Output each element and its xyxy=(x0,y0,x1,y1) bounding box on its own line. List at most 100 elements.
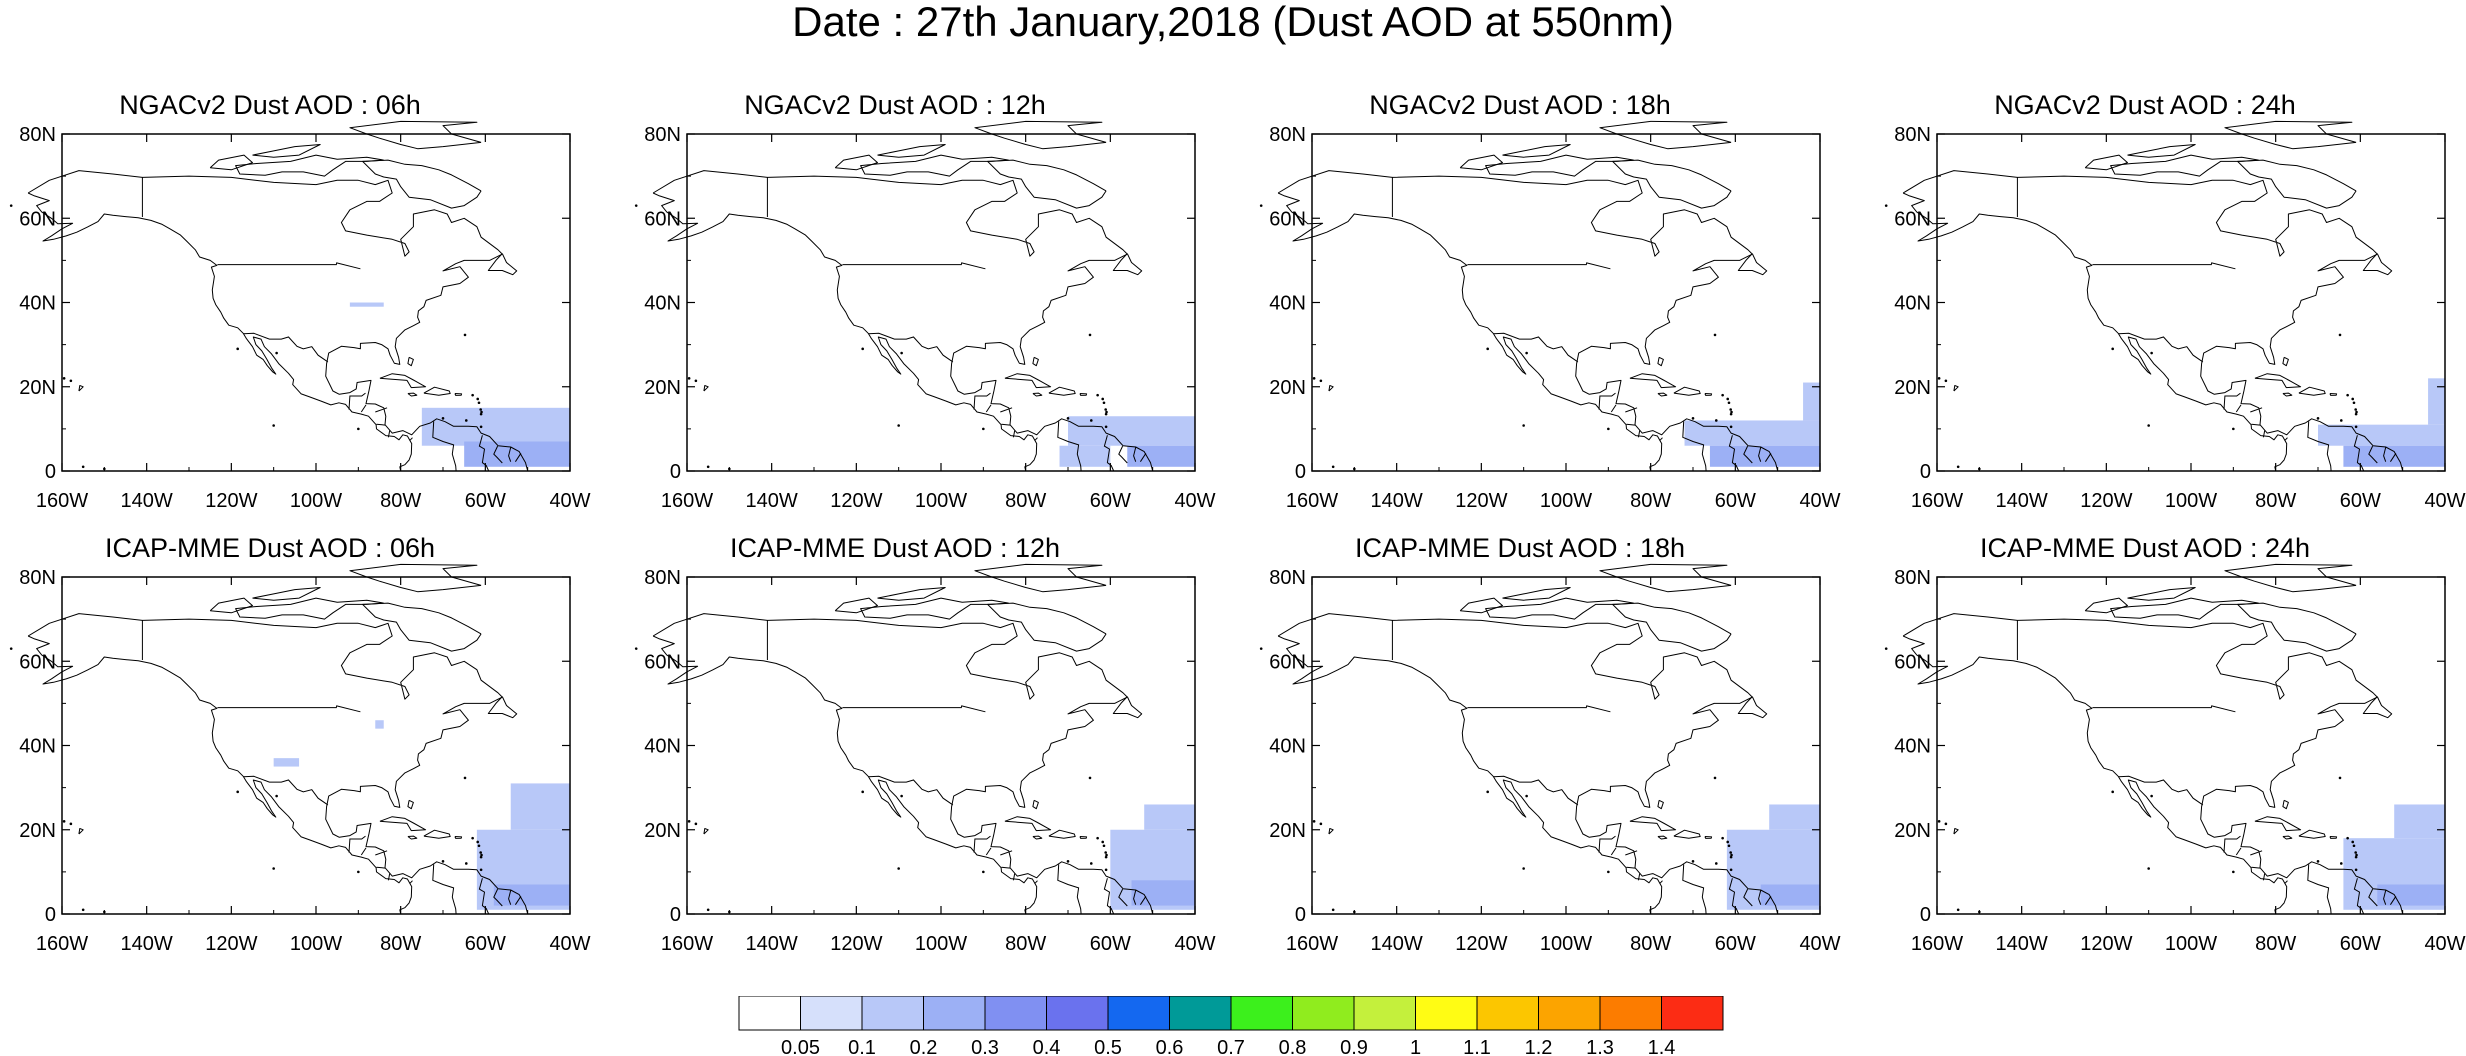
country-border xyxy=(1103,878,1115,915)
island xyxy=(479,412,483,416)
x-tick-label: 120W xyxy=(1455,933,1507,955)
coastline xyxy=(235,154,384,177)
island xyxy=(1729,868,1733,872)
dust-aod-cell xyxy=(1769,804,1820,830)
island xyxy=(1937,820,1941,823)
coastline xyxy=(407,356,414,367)
island xyxy=(1104,851,1107,854)
country-border xyxy=(1625,407,1638,413)
coastline xyxy=(27,192,413,472)
island xyxy=(1727,844,1731,848)
coastline xyxy=(1277,635,1663,915)
x-tick-label: 140W xyxy=(1371,933,1423,955)
coastline xyxy=(1902,635,2288,915)
dust-aod-cell xyxy=(493,884,570,906)
island xyxy=(2355,853,2358,857)
x-tick-label: 40W xyxy=(1174,933,1215,955)
x-tick-label: 160W xyxy=(1286,933,1338,955)
coastline xyxy=(1004,373,1052,389)
map-panel: NGACv2 Dust AOD : 06h 160W 140W 120W 100W 80W… xyxy=(0,90,591,530)
y-tick-label: 40N xyxy=(1894,736,1931,758)
island xyxy=(2338,333,2342,337)
island xyxy=(463,333,467,337)
island xyxy=(2352,844,2356,848)
coastline xyxy=(423,829,451,839)
island xyxy=(1088,776,1092,780)
country-border xyxy=(478,878,490,915)
island xyxy=(476,397,480,401)
country-border xyxy=(2250,407,2263,413)
country-border xyxy=(1012,873,1016,881)
island xyxy=(2316,417,2320,420)
coastline xyxy=(2298,829,2326,839)
coastline xyxy=(2282,835,2293,840)
island xyxy=(1522,424,1525,427)
country-border xyxy=(1133,890,1137,905)
y-tick-label: 80N xyxy=(1269,567,1306,589)
colorbar-box xyxy=(1107,996,1170,1031)
country-border xyxy=(1057,864,1082,915)
coastline xyxy=(78,385,84,392)
island xyxy=(471,836,474,840)
country-border xyxy=(2262,430,2266,438)
country-border xyxy=(1637,873,1641,881)
island xyxy=(464,419,468,422)
country-border xyxy=(2262,873,2266,881)
x-tick-label: 140W xyxy=(1371,490,1423,512)
y-tick-label: 20N xyxy=(644,377,681,399)
coastline xyxy=(1502,144,1571,158)
coastline xyxy=(209,154,253,171)
map-panel: ICAP-MME Dust AOD : 18h 160W 140W 120W 100W 8… xyxy=(1250,533,1841,973)
x-tick-label: 160W xyxy=(1911,490,1963,512)
island xyxy=(441,417,445,420)
country-border xyxy=(2353,435,2365,472)
coastline xyxy=(1048,386,1076,396)
y-tick-label: 80N xyxy=(1894,124,1931,146)
coastline xyxy=(379,816,427,832)
dust-aod-cell xyxy=(1127,445,1195,467)
coastline xyxy=(2329,836,2338,839)
country-border xyxy=(387,873,391,881)
country-border xyxy=(1682,864,1707,915)
island xyxy=(900,351,903,355)
country-border xyxy=(1758,447,1762,462)
island xyxy=(441,860,445,863)
coastline xyxy=(1902,170,2404,472)
island xyxy=(477,844,481,848)
island xyxy=(2354,425,2358,429)
x-tick-label: 60W xyxy=(1715,933,1756,955)
country-border xyxy=(2389,896,2397,905)
y-tick-label: 0 xyxy=(45,461,56,483)
coastline xyxy=(2298,386,2326,396)
dust-aod-cell xyxy=(2377,884,2445,906)
x-tick-label: 40W xyxy=(1799,490,1840,512)
coastline xyxy=(1079,393,1088,396)
island xyxy=(1525,794,1528,798)
country-border xyxy=(868,775,954,806)
island xyxy=(2111,790,2114,794)
country-border xyxy=(1034,437,1038,442)
coastline xyxy=(1737,696,1768,719)
coastline xyxy=(860,154,1009,177)
island xyxy=(2150,351,2153,355)
coastline xyxy=(703,828,709,835)
coastline xyxy=(27,613,529,915)
x-tick-label: 160W xyxy=(1286,490,1338,512)
panel-title: NGACv2 Dust AOD : 18h xyxy=(1369,90,1671,120)
dust-aod-cell xyxy=(2428,378,2445,425)
coastline xyxy=(1902,613,2404,915)
island xyxy=(897,424,900,427)
coastline xyxy=(974,563,1107,593)
y-tick-label: 40N xyxy=(1894,293,1931,315)
island xyxy=(1730,410,1733,414)
country-border xyxy=(1493,775,1579,806)
y-tick-label: 80N xyxy=(19,124,56,146)
country-border xyxy=(217,262,361,270)
coastline xyxy=(1328,828,1334,835)
country-border xyxy=(348,835,366,853)
colorbar-label: 0.3 xyxy=(971,1037,999,1056)
island xyxy=(2351,840,2355,844)
island xyxy=(1729,412,1733,416)
colorbar-label: 0.8 xyxy=(1279,1037,1307,1056)
country-border xyxy=(1001,866,1011,869)
